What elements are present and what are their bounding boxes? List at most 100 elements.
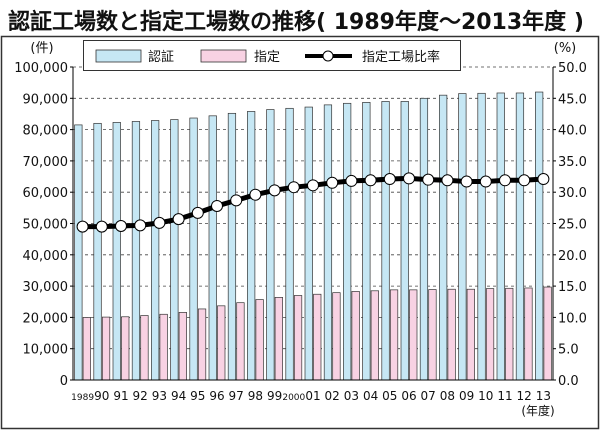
x-tick-label: 92: [133, 389, 148, 403]
ratio-point: [211, 199, 223, 212]
bar-certified: [266, 109, 275, 381]
ratio-point: [230, 194, 243, 207]
x-tick-label: 02: [325, 389, 340, 403]
right-tick-label: 30.0: [558, 186, 587, 201]
bar-designated: [389, 289, 399, 381]
x-tick-label: 99: [267, 389, 282, 403]
right-tick-label: 50.0: [558, 61, 587, 76]
bar-designated: [370, 290, 379, 381]
bar-designated: [140, 315, 149, 381]
bar-designated: [121, 316, 130, 381]
x-tick-label: 93: [152, 389, 167, 403]
x-tick-label: 97: [229, 389, 244, 403]
right-tick-label: 15.0: [558, 280, 587, 295]
x-tick-label: 05: [382, 389, 397, 403]
legend-label-ratio: 指定工場比率: [362, 49, 440, 65]
legend: 認証 指定 指定工場比率: [83, 40, 461, 71]
bar-certified: [323, 104, 333, 381]
ratio-point: [441, 174, 454, 187]
x-tick-label: 96: [209, 389, 224, 403]
bar-designated: [293, 295, 303, 381]
bar-certified: [112, 122, 121, 381]
left-tick-label: 70,000: [23, 155, 69, 170]
bar-certified: [515, 92, 525, 381]
left-tick-label: 20,000: [23, 311, 69, 326]
left-tick-label: 90,000: [23, 92, 69, 107]
x-tick-label: 10: [478, 389, 493, 403]
ratio-line: [76, 172, 550, 233]
bar-certified: [439, 94, 448, 381]
ratio-point: [307, 179, 319, 192]
right-tick-label: 25.0: [558, 218, 587, 233]
bar-certified: [227, 112, 237, 381]
bar-certified: [189, 117, 198, 381]
bar-certified: [247, 111, 256, 381]
bar-certified: [343, 102, 352, 381]
ratio-point: [115, 220, 127, 233]
bar-certified: [74, 124, 83, 381]
legend-label-certified: 認証: [148, 49, 174, 65]
ratio-point: [345, 174, 358, 187]
x-tick-label: 06: [401, 389, 416, 403]
bar-designated: [313, 293, 322, 381]
bar-designated: [447, 288, 456, 381]
ratio-point: [460, 175, 473, 188]
right-axis-unit: (%): [554, 41, 577, 56]
bar-certified: [419, 97, 429, 381]
bar-certified: [93, 122, 102, 381]
bar-certified: [458, 93, 467, 381]
bar-certified: [208, 115, 217, 381]
left-tick-label: 0: [60, 374, 68, 389]
bar-designated: [82, 317, 91, 381]
chart-frame: [0, 35, 600, 430]
x-tick-label: 94: [171, 389, 186, 403]
x-tick-label: 09: [459, 389, 474, 403]
x-tick-label: 1989: [71, 393, 94, 403]
x-tick-label: 07: [421, 389, 436, 403]
left-tick-label: 40,000: [23, 249, 69, 264]
bar-certified: [496, 92, 505, 381]
bar-certified: [131, 121, 141, 381]
ratio-point: [518, 174, 531, 187]
x-tick-label: 95: [190, 389, 205, 403]
left-tick-label: 30,000: [23, 280, 69, 295]
bar-certified: [151, 120, 160, 381]
left-axis-unit: (件): [30, 41, 53, 56]
ratio-point: [364, 174, 377, 187]
bar-designated: [466, 288, 475, 381]
bar-certified: [400, 101, 409, 381]
ratio-point: [403, 172, 415, 185]
left-tick-label: 50,000: [23, 218, 69, 233]
x-tick-label: 2000: [282, 393, 305, 403]
right-tick-label: 20.0: [558, 249, 587, 264]
right-tick-label: 0.0: [558, 374, 579, 389]
ratio-point: [172, 213, 185, 226]
ratio-point: [76, 220, 89, 233]
x-tick-label: 11: [497, 389, 512, 403]
x-tick-label: 01: [305, 389, 320, 403]
axes: 0 0.0 10,000 5.0 20,000 10.0 30,000 15.0 40,000 2…: [14, 61, 587, 403]
legend-swatch-designated: [200, 49, 247, 63]
bar-certified: [381, 101, 390, 381]
bar-designated: [217, 305, 226, 381]
x-tick-label: 13: [536, 389, 551, 403]
bar-certified: [535, 91, 544, 381]
x-tick-label: 12: [517, 389, 532, 403]
bar-designated: [428, 289, 437, 381]
bar-designated: [255, 299, 264, 381]
bar-designated: [332, 292, 341, 381]
ratio-point: [422, 173, 435, 186]
legend-box: [83, 40, 461, 71]
ratio-point: [191, 206, 204, 219]
bar-certified: [285, 107, 294, 381]
bar-designated: [409, 289, 418, 381]
x-tick-label: 03: [344, 389, 359, 403]
x-tick-label: 08: [440, 389, 455, 403]
ratio-point: [153, 216, 166, 229]
right-tick-label: 5.0: [558, 343, 579, 358]
x-tick-label: 91: [113, 389, 128, 403]
ratio-point: [499, 174, 511, 187]
left-tick-label: 10,000: [23, 343, 69, 358]
x-tick-label: 04: [363, 389, 378, 403]
